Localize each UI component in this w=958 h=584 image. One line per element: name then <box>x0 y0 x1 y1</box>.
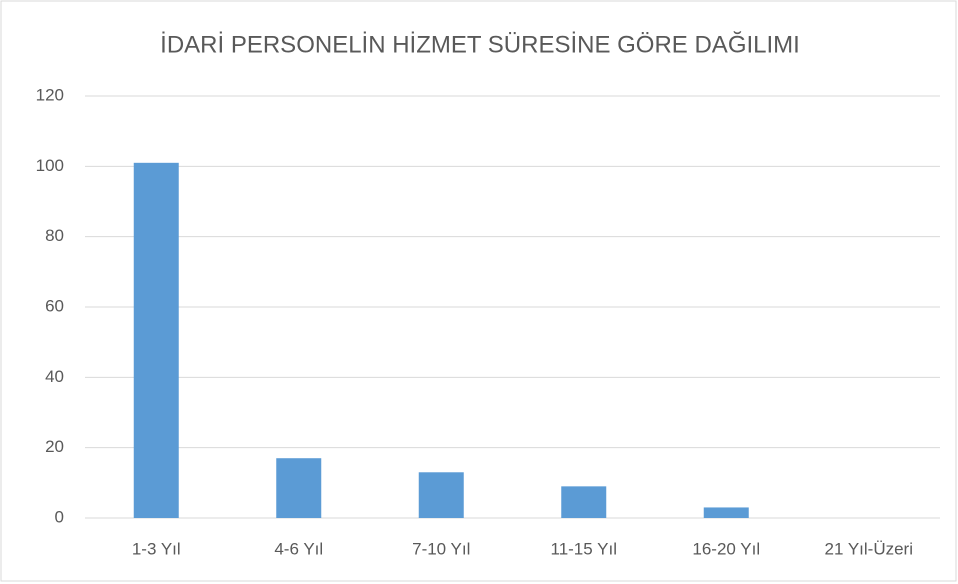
x-tick-label: 4-6 Yıl <box>274 539 323 558</box>
x-tick-label: 7-10 Yıl <box>412 539 470 558</box>
y-tick-label: 40 <box>45 367 64 386</box>
x-tick-label: 21 Yıl-Üzeri <box>825 539 914 558</box>
bar <box>276 458 322 518</box>
chart-title: İDARİ PERSONELİN HİZMET SÜRESİNE GÖRE DA… <box>160 31 800 58</box>
x-tick-label: 11-15 Yıl <box>551 539 617 558</box>
y-tick-label: 120 <box>36 85 64 104</box>
bar <box>133 162 179 519</box>
y-tick-label: 80 <box>45 226 64 245</box>
bar <box>561 486 607 518</box>
y-tick-label: 20 <box>45 437 64 456</box>
y-tick-label: 100 <box>36 156 64 175</box>
x-tick-label: 16-20 Yıl <box>692 539 760 558</box>
y-tick-label: 60 <box>45 296 64 315</box>
x-tick-label: 1-3 Yıl <box>132 539 181 558</box>
y-tick-label: 0 <box>55 507 64 526</box>
bar <box>418 472 464 518</box>
bar <box>703 507 749 518</box>
